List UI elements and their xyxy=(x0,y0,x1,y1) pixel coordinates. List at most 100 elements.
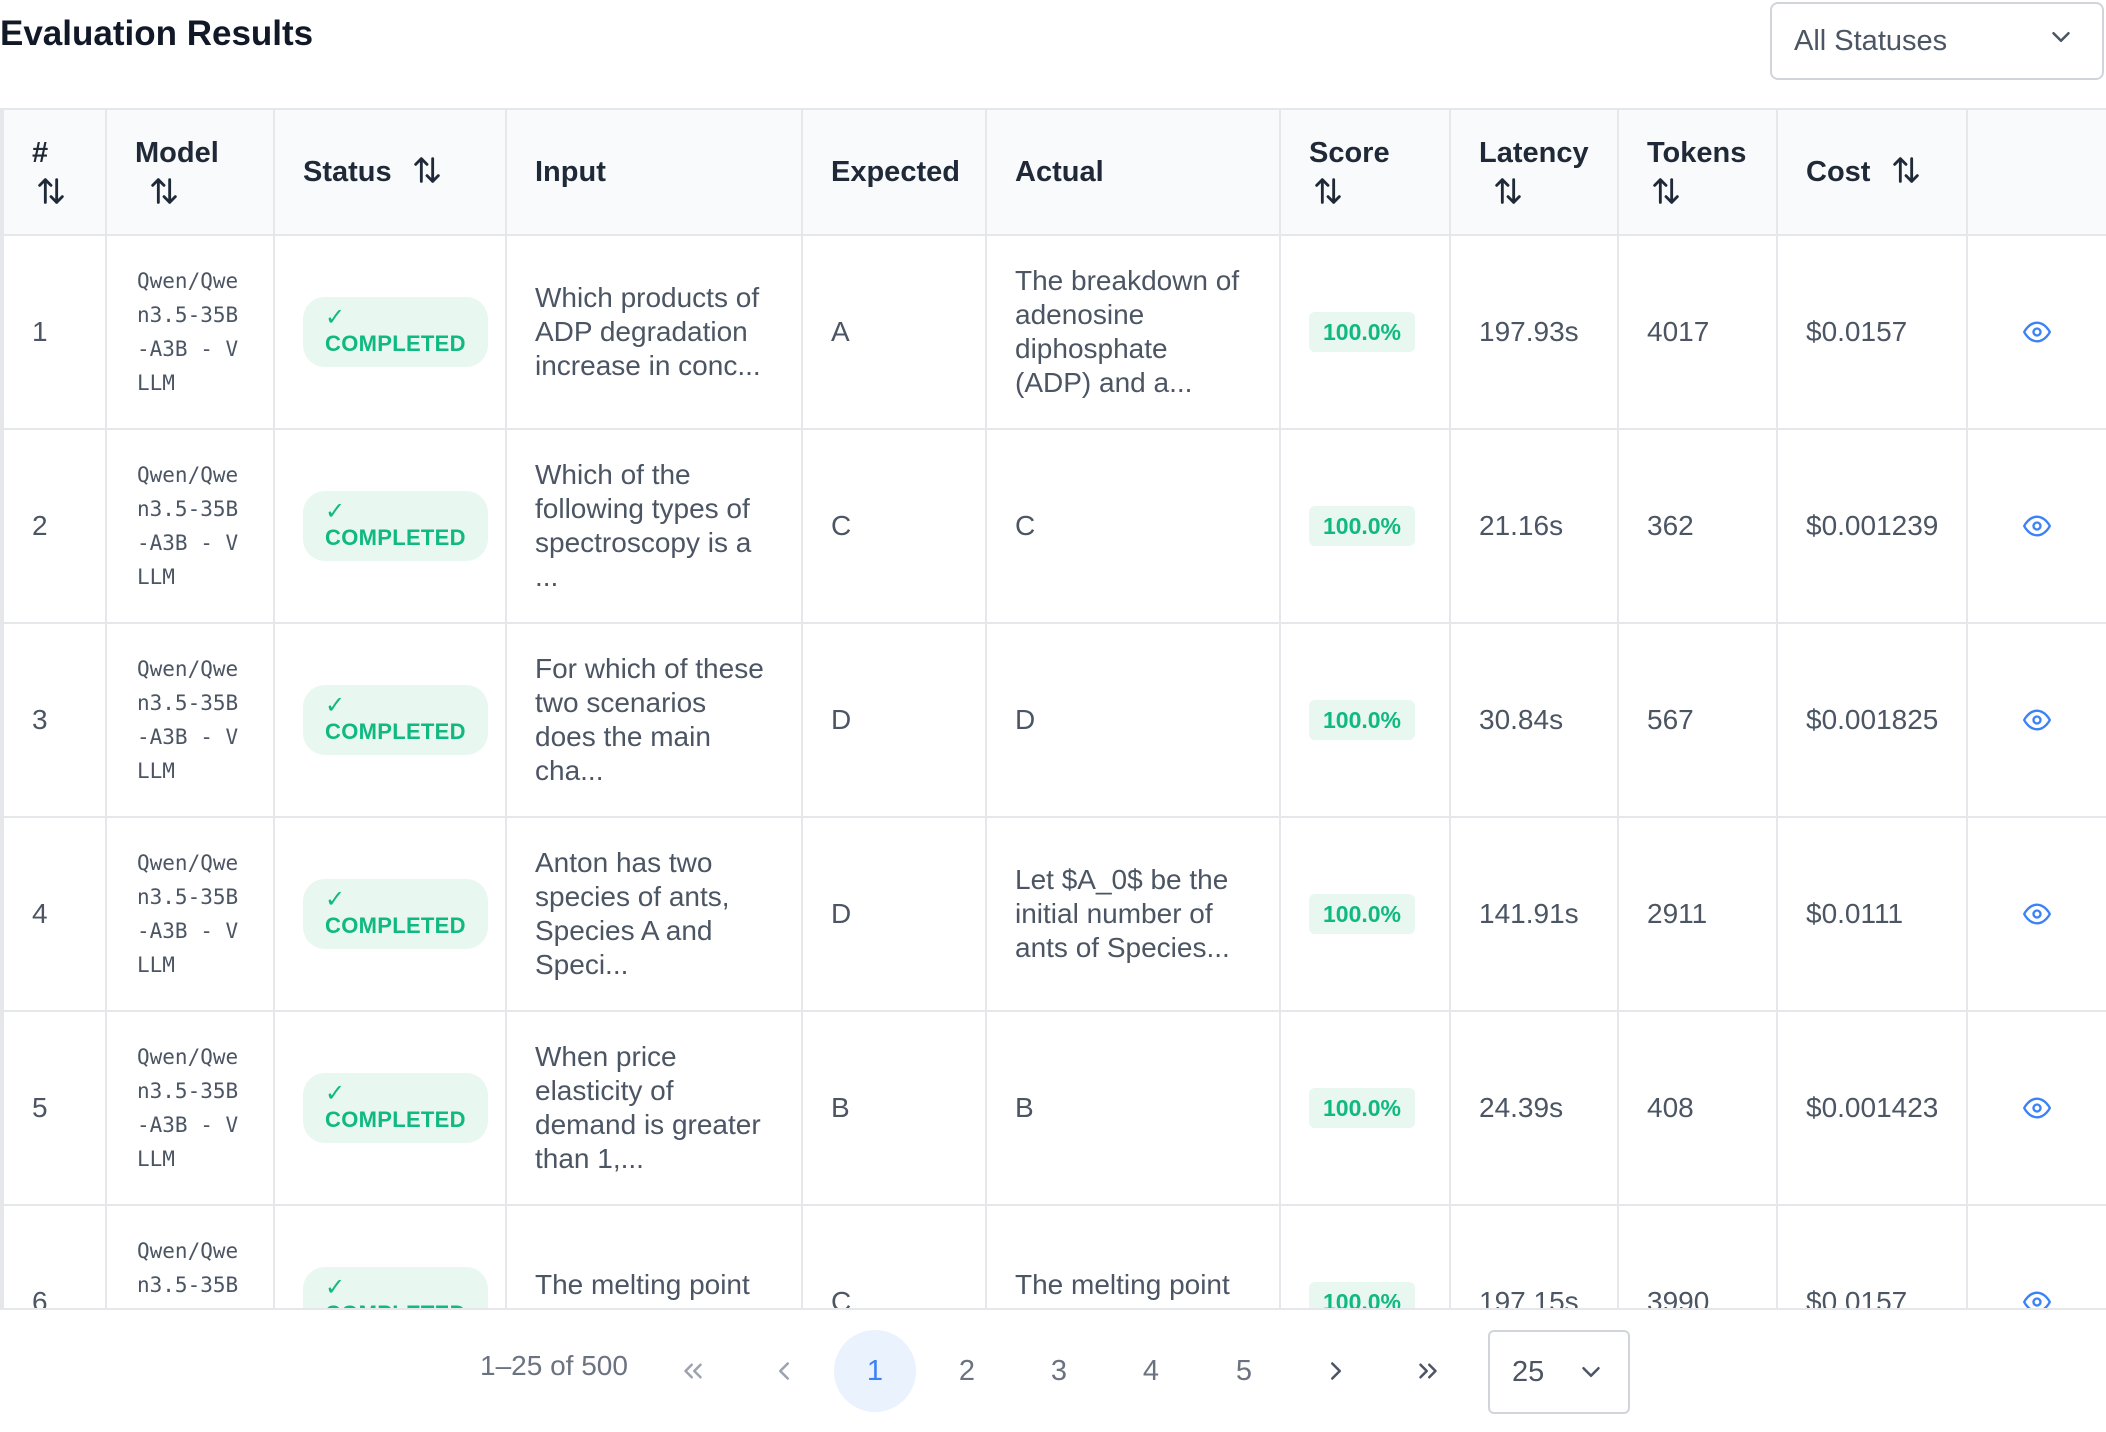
column-header-tokens[interactable]: Tokens xyxy=(1617,108,1778,236)
column-header-number[interactable]: # xyxy=(2,108,107,236)
table-row[interactable]: 3 Qwen/Qwen3.5-35B-A3B - VLLM ✓ COMPLETED Fo… xyxy=(2,622,2106,818)
status-cell: ✓COMPLETED xyxy=(273,622,507,818)
view-cell xyxy=(1966,428,2106,624)
expected-cell: D xyxy=(801,816,987,1012)
status-cell: ✓COMPLETED xyxy=(273,1010,507,1206)
page-button-5[interactable]: 5 xyxy=(1235,1354,1253,1387)
status-badge: ✓COMPLETED xyxy=(303,1267,488,1308)
eye-icon[interactable] xyxy=(1996,1288,2078,1308)
actual-cell: C xyxy=(985,428,1281,624)
previous-page-button[interactable] xyxy=(743,1330,825,1412)
sort-arrows-icon[interactable] xyxy=(1491,174,1525,208)
page-button-1[interactable]: 1 xyxy=(834,1330,916,1412)
cost-cell: $0.0157 xyxy=(1776,234,1968,430)
score-cell: 100.0% xyxy=(1279,234,1451,430)
sort-arrows-icon[interactable] xyxy=(1889,153,1923,187)
expected-cell: C xyxy=(801,1204,987,1308)
double-chevron-left-icon xyxy=(684,1363,702,1379)
expected-cell: D xyxy=(801,622,987,818)
chevron-left-icon xyxy=(779,1362,789,1380)
table-row[interactable]: 2 Qwen/Qwen3.5-35B-A3B - VLLM ✓ COMPLETED Wh… xyxy=(2,428,2106,624)
view-cell xyxy=(1966,622,2106,818)
eye-icon[interactable] xyxy=(1996,318,2078,346)
latency-cell: 30.84s xyxy=(1449,622,1619,818)
next-page-button[interactable] xyxy=(1295,1330,1377,1412)
column-header-cost[interactable]: Cost xyxy=(1776,108,1968,236)
eye-icon[interactable] xyxy=(1996,706,2078,734)
eye-icon[interactable] xyxy=(1996,900,2078,928)
row-number: 2 xyxy=(2,428,107,624)
status-badge: ✓COMPLETED xyxy=(303,1073,488,1143)
view-cell xyxy=(1966,1204,2106,1308)
status-filter-select[interactable]: All Statuses xyxy=(1770,2,2104,80)
first-page-button[interactable] xyxy=(652,1330,734,1412)
status-cell: ✓COMPLETED xyxy=(273,1204,507,1308)
score-cell: 100.0% xyxy=(1279,428,1451,624)
model-cell: Qwen/Qwen3.5-35B-A3B - VLLM xyxy=(105,622,275,818)
column-header-score[interactable]: Score xyxy=(1279,108,1451,236)
sort-arrows-icon[interactable] xyxy=(1649,174,1683,208)
status-label: COMPLETED xyxy=(325,913,466,938)
tokens-cell: 3990 xyxy=(1617,1204,1778,1308)
cost-cell: $0.001825 xyxy=(1776,622,1968,818)
sort-arrows-icon[interactable] xyxy=(1311,174,1345,208)
actual-cell: D xyxy=(985,622,1281,818)
input-cell: When price elasticity of demand is great… xyxy=(505,1010,803,1206)
actual-cell: B xyxy=(985,1010,1281,1206)
sort-arrows-icon[interactable] xyxy=(34,174,68,208)
score-badge: 100.0% xyxy=(1309,506,1416,546)
pagination-range-label: 1–25 of 500 xyxy=(480,1350,628,1381)
check-icon: ✓ xyxy=(325,1274,346,1301)
score-cell: 100.0% xyxy=(1279,622,1451,818)
check-icon: ✓ xyxy=(325,498,346,525)
rows-per-page-value: 25 xyxy=(1512,1355,1545,1388)
sort-arrows-icon[interactable] xyxy=(147,174,181,208)
input-cell: For which of these two scenarios does th… xyxy=(505,622,803,818)
row-number: 1 xyxy=(2,234,107,430)
rows-per-page-select[interactable]: 25 xyxy=(1488,1330,1630,1414)
status-badge: ✓COMPLETED xyxy=(303,879,488,949)
sort-arrows-icon[interactable] xyxy=(410,153,444,187)
table-header-row: # Model Status Input Expected Actual Sco… xyxy=(2,108,2106,236)
row-number: 5 xyxy=(2,1010,107,1206)
score-badge: 100.0% xyxy=(1309,1088,1416,1128)
status-cell: ✓COMPLETED xyxy=(273,428,507,624)
model-cell: Qwen/Qwen3.5-35B-A3B - VLLM xyxy=(105,234,275,430)
status-cell: ✓COMPLETED xyxy=(273,234,507,430)
tokens-cell: 408 xyxy=(1617,1010,1778,1206)
table-row[interactable]: 5 Qwen/Qwen3.5-35B-A3B - VLLM ✓ COMPLETED Wh… xyxy=(2,1010,2106,1206)
column-header-model[interactable]: Model xyxy=(105,108,275,236)
page-button-4[interactable]: 4 xyxy=(1142,1354,1160,1387)
column-header-status[interactable]: Status xyxy=(273,108,507,236)
results-table-container[interactable]: # Model Status Input Expected Actual Sco… xyxy=(0,108,2106,1308)
column-header-actual: Actual xyxy=(985,108,1281,236)
cost-cell: $0.001423 xyxy=(1776,1010,1968,1206)
eye-icon[interactable] xyxy=(1996,1094,2078,1122)
table-row[interactable]: 4 Qwen/Qwen3.5-35B-A3B - VLLM ✓ COMPLETED An… xyxy=(2,816,2106,1012)
page-button-2[interactable]: 2 xyxy=(958,1354,976,1387)
tokens-cell: 567 xyxy=(1617,622,1778,818)
status-cell: ✓COMPLETED xyxy=(273,816,507,1012)
double-chevron-right-icon xyxy=(1419,1363,1437,1379)
chevron-down-icon xyxy=(2046,22,2076,60)
input-cell: The melting point of straight-chain xyxy=(505,1204,803,1308)
eye-icon[interactable] xyxy=(1996,512,2078,540)
actual-cell: The melting point of straight-chain xyxy=(985,1204,1281,1308)
view-cell xyxy=(1966,816,2106,1012)
latency-cell: 24.39s xyxy=(1449,1010,1619,1206)
check-icon: ✓ xyxy=(325,692,346,719)
page-button-3[interactable]: 3 xyxy=(1050,1354,1068,1387)
column-header-latency[interactable]: Latency xyxy=(1449,108,1619,236)
score-badge: 100.0% xyxy=(1309,894,1416,934)
view-cell xyxy=(1966,234,2106,430)
table-row[interactable]: 1 Qwen/Qwen3.5-35B-A3B - VLLM ✓ COMPLETED Wh… xyxy=(2,234,2106,430)
expected-cell: B xyxy=(801,1010,987,1206)
page-title: Evaluation Results xyxy=(0,14,314,53)
row-number: 6 xyxy=(2,1204,107,1308)
view-cell xyxy=(1966,1010,2106,1206)
last-page-button[interactable] xyxy=(1387,1330,1469,1412)
model-cell: Qwen/Qwen3.5-35B-A3B - VLLM xyxy=(105,1204,275,1308)
expected-cell: A xyxy=(801,234,987,430)
actual-cell: The breakdown of adenosine diphosphate (… xyxy=(985,234,1281,430)
